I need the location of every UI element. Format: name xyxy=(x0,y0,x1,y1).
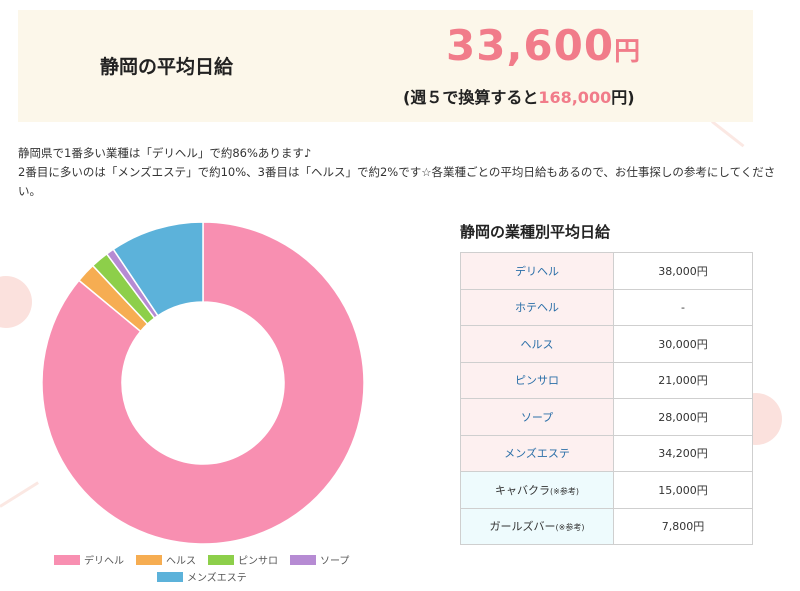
table-row: ソープ 28,000円 xyxy=(460,398,753,436)
legend-swatch-3 xyxy=(290,555,316,565)
reference-note: (※参考) xyxy=(550,486,579,496)
legend-label-3[interactable]: ソープ xyxy=(320,555,349,567)
industry-cell[interactable]: メンズエステ xyxy=(460,434,614,472)
industry-cell[interactable]: ソープ xyxy=(460,398,614,436)
legend-swatch-4 xyxy=(157,572,183,582)
legend-swatch-2 xyxy=(208,555,234,565)
table-title: 静岡の業種別平均日給 xyxy=(460,223,611,241)
industry-name: ヘルス xyxy=(520,337,554,351)
industry-name: ピンサロ xyxy=(515,374,559,388)
industry-cell: キャバクラ(※参考) xyxy=(460,471,614,509)
description-line-1: 静岡県で1番多い業種は「デリヘル」で約86%あります♪ xyxy=(18,146,312,160)
table-row: デリヘル 38,000円 xyxy=(460,252,753,290)
legend-label-1[interactable]: ヘルス xyxy=(166,556,196,567)
weekly-amount: 168,000 xyxy=(538,88,612,107)
weekly-wage: (週５で換算すると168,000円) xyxy=(403,84,635,108)
industry-cell: ガールズバー(※参考) xyxy=(460,507,614,545)
average-wage-unit: 円 xyxy=(614,37,642,67)
wage-value: 7,800円 xyxy=(613,507,753,545)
wage-value: 28,000円 xyxy=(613,398,753,436)
reference-note: (※参考) xyxy=(555,523,585,533)
weekly-prefix: (週５で換算すると xyxy=(403,88,539,107)
legend-swatch-0 xyxy=(54,555,80,565)
legend-swatch-1 xyxy=(136,555,162,565)
wage-value: 15,000円 xyxy=(613,471,753,509)
average-wage-box: 静岡の平均日給 33,600円 (週５で換算すると168,000円) xyxy=(18,10,753,122)
industry-cell[interactable]: デリヘル xyxy=(460,252,614,290)
industry-name: ガールズバー xyxy=(489,520,556,534)
industry-cell[interactable]: ピンサロ xyxy=(460,361,614,399)
industry-cell[interactable]: ヘルス xyxy=(460,325,614,363)
legend-label-2[interactable]: ピンサロ xyxy=(238,555,278,567)
wage-value: 30,000円 xyxy=(613,325,753,363)
average-wage-amount: 33,600円 xyxy=(446,21,641,70)
industry-share-chart: デリヘル ヘルス ピンサロ ソープメンズエステ xyxy=(22,220,382,585)
table-row: キャバクラ(※参考) 15,000円 xyxy=(460,471,753,509)
table-row: ホテヘル - xyxy=(460,288,753,326)
industry-name: キャバクラ xyxy=(495,483,551,497)
wage-value: - xyxy=(613,288,753,326)
slice-4[interactable] xyxy=(112,221,204,317)
description: 静岡県で1番多い業種は「デリヘル」で約86%あります♪ 2番目に多いのは「メンズ… xyxy=(18,144,778,201)
average-wage-label: 静岡の平均日給 xyxy=(100,56,234,78)
wage-value: 21,000円 xyxy=(613,361,753,399)
industry-cell[interactable]: ホテヘル xyxy=(460,288,614,326)
table-row: ヘルス 30,000円 xyxy=(460,325,753,363)
industry-name: ホテヘル xyxy=(515,301,559,315)
table-row: メンズエステ 34,200円 xyxy=(460,434,753,472)
industry-name: メンズエステ xyxy=(504,447,570,461)
description-line-2: 2番目に多いのは「メンズエステ」で約10%、3番目は「ヘルス」で約2%です☆各業… xyxy=(18,165,776,198)
wage-table: デリヘル 38,000円 ホテヘル - ヘルス 30,000円 ピンサロ 21,000円 ソープ… xyxy=(460,252,753,545)
table-row: ガールズバー(※参考) 7,800円 xyxy=(460,507,753,545)
wage-value: 34,200円 xyxy=(613,434,753,472)
legend-label-0[interactable]: デリヘル xyxy=(84,554,124,567)
legend-label-4[interactable]: メンズエステ xyxy=(187,571,247,584)
wage-value: 38,000円 xyxy=(613,252,753,290)
weekly-suffix: 円) xyxy=(611,88,635,107)
average-wage-value: 33,600 xyxy=(446,21,615,70)
table-row: ピンサロ 21,000円 xyxy=(460,361,753,399)
industry-name: ソープ xyxy=(520,410,554,424)
slice-0[interactable] xyxy=(41,221,365,545)
industry-name: デリヘル xyxy=(515,264,559,278)
